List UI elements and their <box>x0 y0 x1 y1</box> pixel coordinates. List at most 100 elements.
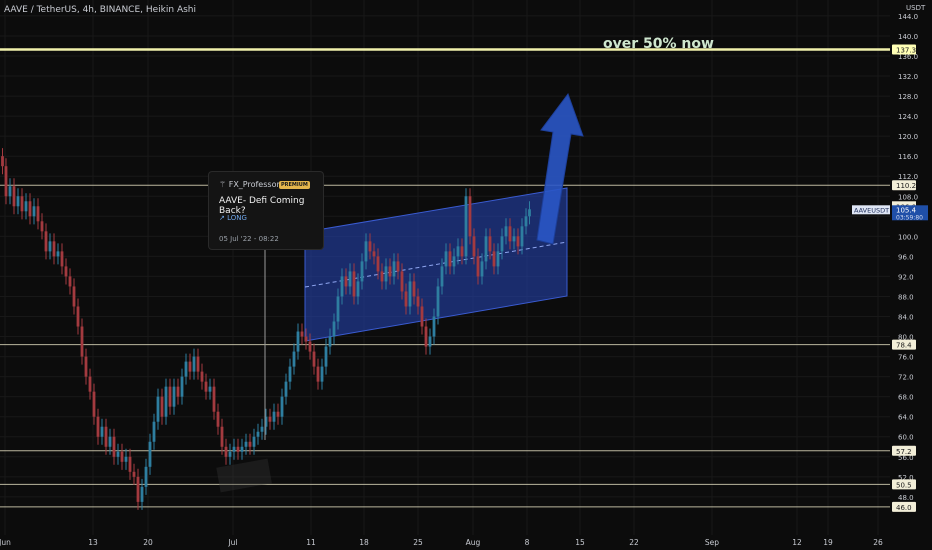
candle <box>36 206 40 222</box>
candle <box>444 251 448 267</box>
y-tick-labels: 48.0 52.0 56.0 60.0 64.0 68.0 72.0 76.0 80.0 84.0… <box>898 13 918 502</box>
level-label-box <box>892 445 916 456</box>
candle <box>132 471 136 477</box>
y-tick-label: 60.0 <box>898 434 914 442</box>
idea-direction: ↗ LONG <box>219 214 247 222</box>
pattern-box <box>216 458 272 493</box>
candle <box>480 261 484 277</box>
candle <box>520 226 524 247</box>
candle <box>200 371 204 382</box>
target-arrow[interactable] <box>536 92 584 245</box>
author-name: FX_Professor <box>228 180 280 189</box>
x-tick-label: 15 <box>575 538 585 547</box>
level-label-box <box>892 44 916 55</box>
y-tick-label: 76.0 <box>898 354 914 362</box>
candle <box>368 241 372 252</box>
candle <box>40 221 44 232</box>
candle <box>104 426 108 447</box>
level-price-label: 50.5 <box>896 481 912 489</box>
candle <box>172 386 176 407</box>
premium-badge: PREMIUM <box>279 181 310 189</box>
idea-title[interactable]: AAVE- Defi Coming Back? <box>219 196 305 216</box>
candle <box>204 381 208 392</box>
candle <box>20 196 24 212</box>
y-tick-label: 64.0 <box>898 414 914 422</box>
candle <box>8 186 12 197</box>
y-tick-label: 140.0 <box>898 33 918 41</box>
idea-timestamp: 05 Jul '22 - 08:22 <box>219 235 279 243</box>
symbol-tag: AAVEUSDT <box>854 206 889 214</box>
idea-card[interactable]: ⚚ FX_Professor PREMIUM AAVE- Defi Coming… <box>208 171 324 250</box>
y-tick-label: 52.0 <box>898 474 914 482</box>
candles[interactable] <box>1 148 531 510</box>
candle <box>56 251 60 257</box>
candle <box>456 246 460 257</box>
candle <box>408 281 412 307</box>
candle <box>316 366 320 382</box>
candle <box>28 201 32 217</box>
candle <box>272 411 276 422</box>
candle <box>400 271 404 292</box>
candle <box>152 421 156 442</box>
candle <box>80 326 84 357</box>
candle <box>328 336 332 347</box>
candle <box>24 201 28 212</box>
level-label-box <box>892 339 916 350</box>
candle <box>52 241 56 257</box>
y-tick-label: 72.0 <box>898 374 914 382</box>
candle <box>236 446 240 452</box>
regression-channel[interactable] <box>304 187 568 342</box>
y-tick-label: 128.0 <box>898 93 918 101</box>
candle <box>116 451 120 457</box>
candle <box>260 426 264 432</box>
candle <box>420 306 424 327</box>
idea-author[interactable]: ⚚ FX_Professor <box>219 180 280 189</box>
level-label-box <box>892 501 916 512</box>
level-price-label: 78.4 <box>896 342 912 350</box>
candle <box>424 326 428 347</box>
level-label-box <box>892 180 916 191</box>
candle <box>504 226 508 237</box>
candle <box>108 436 112 447</box>
y-tick-label: 108.0 <box>898 193 918 201</box>
candle <box>484 236 488 262</box>
y-tick-label: 96.0 <box>898 253 914 261</box>
y-tick-label: 80.0 <box>898 334 914 342</box>
y-tick-label: 112.0 <box>898 173 918 181</box>
candle <box>60 251 64 267</box>
price-axis: USDT <box>890 0 932 550</box>
x-tick-label: Aug <box>466 538 481 547</box>
candle <box>112 436 116 457</box>
candle <box>392 261 396 277</box>
candle <box>208 386 212 392</box>
candle <box>128 456 132 472</box>
candle <box>288 366 292 382</box>
candle <box>472 236 476 257</box>
candle <box>332 321 336 337</box>
level-price-label: 110.2 <box>896 182 916 190</box>
candle <box>148 441 152 467</box>
candle <box>160 396 164 417</box>
candle <box>440 266 444 287</box>
candle <box>500 236 504 252</box>
candle <box>240 446 244 452</box>
horizontal-levels <box>0 48 890 508</box>
x-tick-labels: Jun 13 20 Jul 11 18 25 Aug 8 15 22 Sep 12 19 26 <box>0 538 883 547</box>
candle <box>372 251 376 257</box>
target-annotation: over 50% now <box>603 36 714 52</box>
y-tick-label: 68.0 <box>898 394 914 402</box>
y-tick-label: 88.0 <box>898 293 914 301</box>
y-tick-label: 100.0 <box>898 233 918 241</box>
x-tick-label: 13 <box>88 538 98 547</box>
x-tick-label: 20 <box>143 538 153 547</box>
candle <box>428 336 432 347</box>
candle <box>516 236 520 247</box>
y-tick-label: 48.0 <box>898 494 914 502</box>
countdown-label: 03:59:80 <box>896 214 923 221</box>
candle <box>1 156 4 167</box>
candle <box>156 396 160 422</box>
y-tick-label: 84.0 <box>898 314 914 322</box>
candle <box>476 256 480 277</box>
symbol-tag-box <box>852 205 890 215</box>
